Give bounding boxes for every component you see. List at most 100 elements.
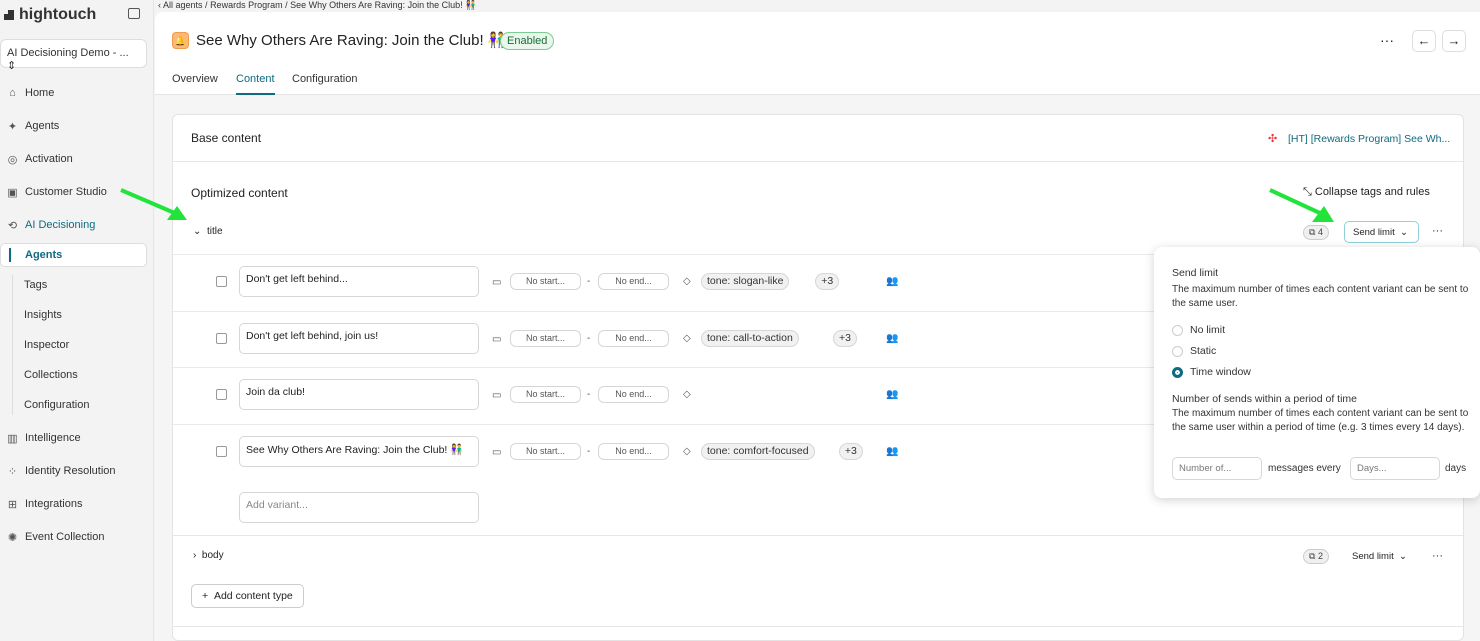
chart-icon: ▥ [7,432,18,445]
calendar-icon: ▭ [492,277,502,288]
end-date-input[interactable]: No end... [598,442,669,460]
tag-chip[interactable]: tone: call-to-action [701,329,799,347]
sidebar-subitem-inspector[interactable]: Inspector [24,339,70,351]
body-group-toggle[interactable]: › body [193,550,224,561]
start-date-input[interactable]: No start... [510,442,581,460]
popover-title: Send limit [1172,267,1219,279]
date-separator: - [587,332,591,344]
variant-input[interactable]: Don't get left behind... [239,266,479,297]
sidebar-item-intelligence[interactable]: ▥ Intelligence [7,432,81,445]
breadcrumb-rewards[interactable]: Rewards Program [210,0,283,10]
audience-icon[interactable]: 👥 [886,276,899,287]
more-tags-chip[interactable]: +3 [838,442,863,460]
messages-every-label: messages every [1268,463,1341,474]
sparkle-icon: ✦ [7,120,18,133]
radio-no-limit[interactable]: No limit [1172,324,1225,336]
sidebar-subitem-configuration[interactable]: Configuration [24,399,90,411]
add-variant-input[interactable]: Add variant... [239,492,479,523]
number-input[interactable]: Number of... [1172,457,1262,480]
sidebar-item-event-collection[interactable]: ✺ Event Collection [7,531,105,544]
variant-input[interactable]: See Why Others Are Raving: Join the Club… [239,435,479,467]
variant-checkbox[interactable] [216,445,227,457]
activation-icon: ◎ [7,153,18,166]
tag-chip[interactable]: tone: comfort-focused [701,442,815,460]
popover-desc: The maximum number of times each content… [1172,284,1469,309]
logo[interactable]: hightouch [4,6,96,24]
more-tags-chip[interactable]: +3 [815,273,840,290]
page-header [155,12,1480,95]
sidebar-subitem-agents[interactable]: Agents [0,243,147,267]
start-date-input[interactable]: No start... [510,329,581,347]
end-date-input[interactable]: No end... [598,386,669,403]
bell-icon: 🔔 [172,32,189,49]
days-input[interactable]: Days... [1350,457,1440,480]
variant-input[interactable]: Join da club! [239,379,479,410]
send-limit-button[interactable]: Send limit ⌄ [1344,221,1419,243]
breadcrumb-all-agents[interactable]: All agents [163,0,203,10]
variant-row [173,310,1463,368]
prev-button[interactable]: ← [1412,30,1436,52]
collapse-icon: ⤡ [1303,186,1312,198]
status-badge: Enabled [500,32,555,50]
send-limit-button[interactable]: Send limit ⌄ [1352,551,1407,562]
add-content-type-button[interactable]: + Add content type [191,584,304,608]
sidebar-item-identity-resolution[interactable]: ⁘ Identity Resolution [7,465,116,478]
variant-checkbox[interactable] [216,276,227,287]
start-date-input[interactable]: No start... [510,386,581,403]
base-content-label: Base content [191,131,262,145]
studio-icon: ▣ [7,186,18,199]
audience-icon[interactable]: 👥 [886,332,899,344]
collapse-sidebar-icon[interactable] [128,8,140,19]
date-separator: - [587,276,591,287]
title-group-toggle[interactable]: ⌄ title [193,226,223,237]
sidebar-item-customer-studio[interactable]: ▣ Customer Studio [7,186,107,199]
tag-icon: ◇ [683,276,691,287]
sidebar-item-integrations[interactable]: ⊞ Integrations [7,498,83,511]
variant-count-badge: ⧉ 4 [1303,225,1329,240]
variant-checkbox[interactable] [216,389,227,400]
subsection-desc: The maximum number of times each content… [1172,408,1469,433]
end-date-input[interactable]: No end... [598,273,669,290]
variant-checkbox[interactable] [216,332,227,344]
audience-icon[interactable]: 👥 [886,389,899,400]
more-options-icon[interactable]: ··· [1380,32,1394,48]
collapse-tags-button[interactable]: ⤡ Collapse tags and rules [1303,186,1430,198]
audience-icon[interactable]: 👥 [886,445,899,457]
next-button[interactable]: → [1442,30,1466,52]
identity-icon: ⁘ [7,465,18,478]
tab-content[interactable]: Content [236,73,275,95]
more-tags-chip[interactable]: +3 [833,329,857,347]
sidebar-subitem-insights[interactable]: Insights [24,309,62,321]
send-limit-popover: Send limit The maximum number of times e… [1154,247,1480,498]
page-title: See Why Others Are Raving: Join the Club… [196,32,507,49]
group-more-icon[interactable]: ··· [1432,550,1443,562]
sidebar-item-activation[interactable]: ◎ Activation [7,153,73,166]
radio-time-window[interactable]: Time window [1172,366,1251,378]
radio-static[interactable]: Static [1172,345,1216,357]
workspace-selector[interactable]: AI Decisioning Demo - ... ⇕ [0,39,147,72]
calendar-icon: ▭ [492,446,502,458]
base-content-link[interactable]: [HT] [Rewards Program] See Wh... [1288,133,1451,145]
tab-configuration[interactable]: Configuration [292,73,358,85]
start-date-input[interactable]: No start... [510,273,581,290]
days-label: days [1445,463,1467,474]
tag-chip[interactable]: tone: slogan-like [701,273,790,290]
sidebar-subitem-collections[interactable]: Collections [24,369,78,381]
sidebar-item-agents[interactable]: ✦ Agents [7,120,60,133]
end-date-input[interactable]: No end... [598,329,669,347]
optimized-content-label: Optimized content [191,186,288,200]
group-more-icon[interactable]: ··· [1432,225,1443,237]
calendar-icon: ▭ [492,333,502,345]
tab-overview[interactable]: Overview [172,73,218,85]
variant-input[interactable]: Don't get left behind, join us! [239,322,479,354]
tag-icon: ◇ [683,332,691,344]
variant-row [173,367,1463,424]
sidebar-item-ai-decisioning[interactable]: ⟲ AI Decisioning [7,219,96,232]
divider [173,161,1463,162]
sidebar-subitem-tags[interactable]: Tags [24,279,48,291]
date-separator: - [587,445,591,457]
home-icon: ⌂ [9,87,16,99]
sidebar: hightouch AI Decisioning Demo - ... ⇕ ⌂ H… [0,0,154,641]
breadcrumb: ‹ All agents / Rewards Program / See Why… [158,0,477,10]
sidebar-item-home[interactable]: ⌂ Home [0,81,150,105]
